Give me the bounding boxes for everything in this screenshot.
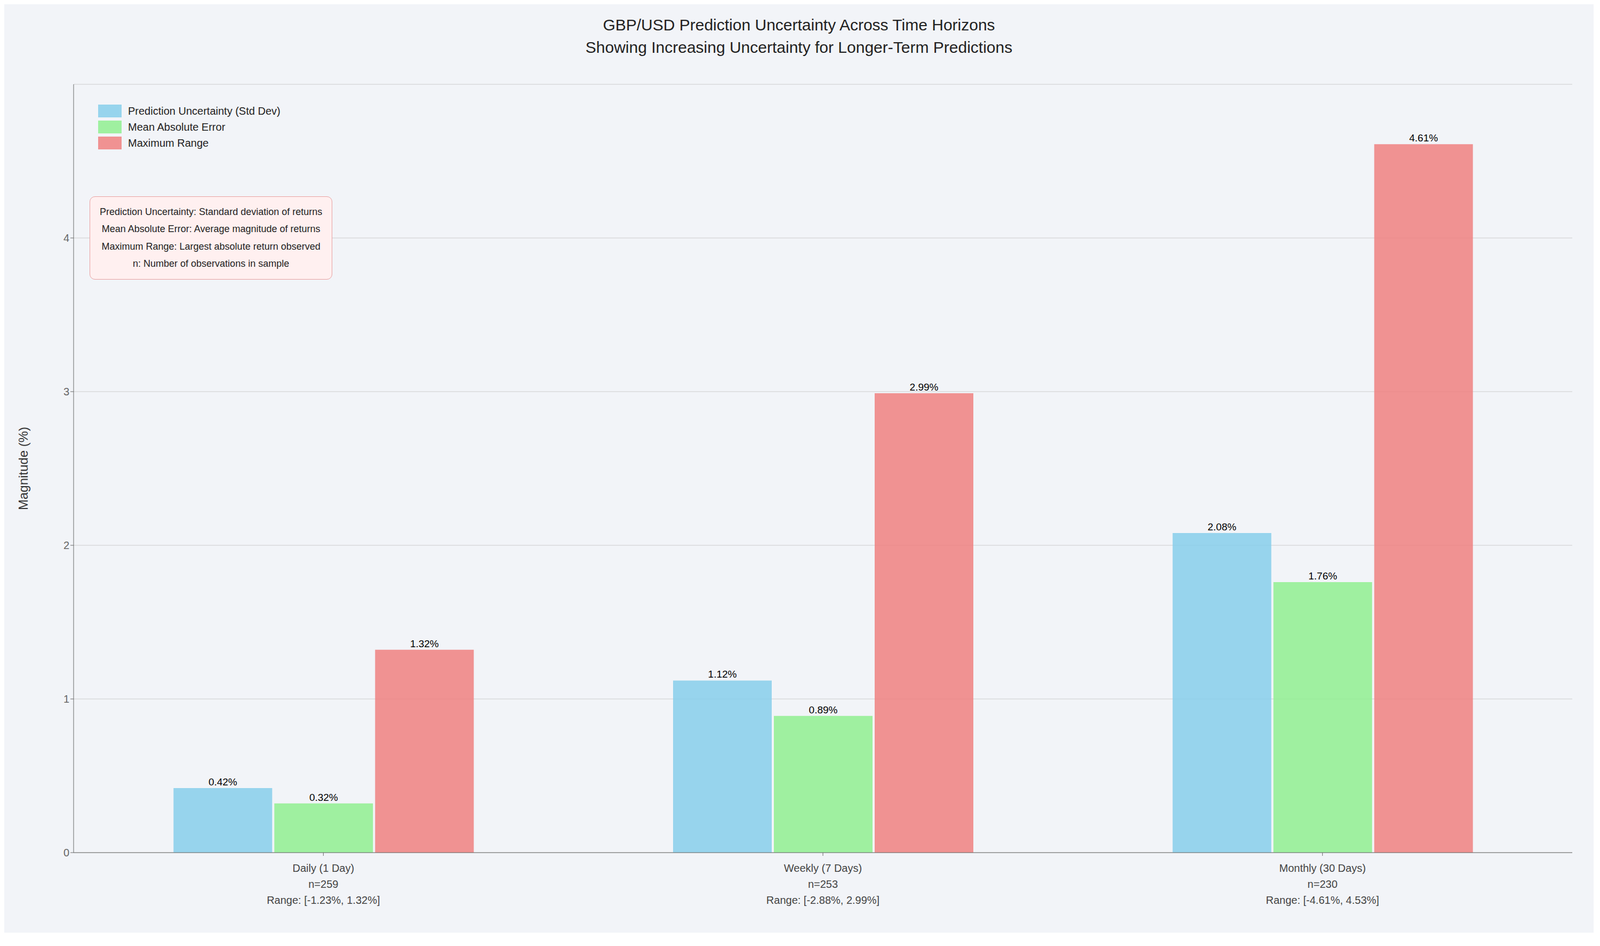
html-text:Maximum Range: Largest absolut: Maximum Range: Largest absolute return o…	[101, 240, 321, 252]
svg-text:Monthly (30 Days)n=230Range: [: Monthly (30 Days)n=230Range: [-4.61%, 4.…	[1265, 861, 1379, 906]
html-text:Mean Absolute Error: Average m: Mean Absolute Error: Average magnitude o…	[101, 223, 321, 235]
svg-text:1: 1	[63, 692, 70, 705]
svg-text:Weekly (7 Days)n=253Range: [-2: Weekly (7 Days)n=253Range: [-2.88%, 2.99…	[766, 861, 880, 906]
svg-text:0.32%: 0.32%	[309, 791, 339, 803]
html-text:Maximum Range: Maximum Range	[128, 136, 209, 149]
svg-text:0.42%: 0.42%	[208, 776, 238, 788]
html-text:GBP/USD Prediction Uncertainty: GBP/USD Prediction Uncertainty Across Ti…	[602, 16, 995, 34]
html-text:Mean Absolute Error: Mean Absolute Error	[128, 120, 226, 133]
svg-text:1.32%: 1.32%	[410, 637, 439, 650]
svg-text:4: 4	[63, 232, 70, 244]
svg-text:Magnitude (%): Magnitude (%)	[16, 426, 31, 510]
svg-text:2: 2	[63, 539, 70, 551]
html-text:Showing Increasing Uncertainty: Showing Increasing Uncertainty for Longe…	[585, 38, 1013, 56]
html-text:Prediction Uncertainty: Standa: Prediction Uncertainty: Standard deviati…	[99, 206, 323, 218]
html-text:Prediction Uncertainty (Std De: Prediction Uncertainty (Std Dev)	[128, 104, 281, 117]
html-text:n: Number of observations in s: n: Number of observations in sample	[132, 258, 290, 269]
svg-text:Daily (1 Day)n=259Range: [-1.2: Daily (1 Day)n=259Range: [-1.23%, 1.32%]	[266, 861, 380, 906]
svg-text:1.76%: 1.76%	[1308, 570, 1338, 582]
svg-text:0.89%: 0.89%	[809, 704, 838, 716]
svg-text:0: 0	[63, 846, 70, 859]
svg-text:1.12%: 1.12%	[708, 668, 738, 680]
svg-text:2.08%: 2.08%	[1207, 521, 1237, 533]
svg-text:2.99%: 2.99%	[909, 381, 939, 393]
svg-text:3: 3	[63, 385, 70, 398]
svg-text:4.61%: 4.61%	[1409, 132, 1438, 144]
